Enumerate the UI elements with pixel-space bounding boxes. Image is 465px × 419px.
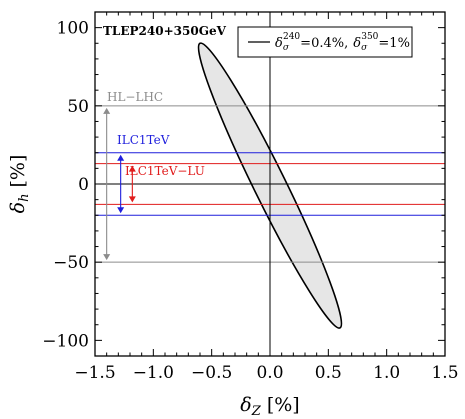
arrow-head-down: [117, 207, 125, 214]
arrow-head-up: [103, 107, 111, 114]
legend: δσ240=0.4%, δσ350=1%: [237, 26, 413, 58]
arrow-head-up: [117, 154, 125, 161]
y-tick-label: 50: [67, 97, 89, 117]
x-tick-label: 1.5: [431, 363, 458, 383]
y-tick-label: −100: [42, 331, 89, 351]
x-tick-label: 0.0: [256, 363, 283, 383]
plot-area: [95, 12, 445, 356]
x-tick-label: 0.5: [315, 363, 342, 383]
arrow-head-down: [103, 254, 111, 261]
axis-labels: −1.5 −1.0 −0.5 0.0 0.5 1.0 1.5 −100 −50 0 50 100 δZ …: [7, 19, 459, 419]
y-tick-label: 100: [57, 19, 89, 39]
band-arrow-ilc1tev: [117, 154, 125, 214]
annotation-label: TLEP240+350GeV: [103, 24, 227, 38]
band-arrow-hl-lhc: [103, 107, 111, 261]
x-tick-label: −0.5: [191, 363, 232, 383]
band-arrow-ilc1tev-lu: [128, 165, 136, 203]
x-tick-label: 1.0: [373, 363, 400, 383]
band-label-hl-lhc: HL−LHC: [107, 90, 163, 104]
y-tick-label: 0: [78, 175, 89, 195]
y-axis-title: δh [%]: [7, 155, 32, 214]
x-tick-label: −1.0: [133, 363, 174, 383]
y-tick-label: −50: [53, 253, 89, 273]
axis-ticks: [94, 11, 446, 357]
band-label-ilc1tev: ILC1TeV: [117, 133, 170, 147]
legend-label: δσ240=0.4%, δσ350=1%: [275, 32, 410, 53]
arrow-head-down: [128, 196, 136, 203]
x-tick-label: −1.5: [74, 363, 115, 383]
band-labels: HL−LHC ILC1TeV ILC1TeV−LU: [107, 90, 205, 178]
arrow-head-up: [128, 165, 136, 172]
x-axis-title: δZ [%]: [240, 394, 299, 419]
band-label-ilc1tev-lu: ILC1TeV−LU: [125, 164, 205, 178]
